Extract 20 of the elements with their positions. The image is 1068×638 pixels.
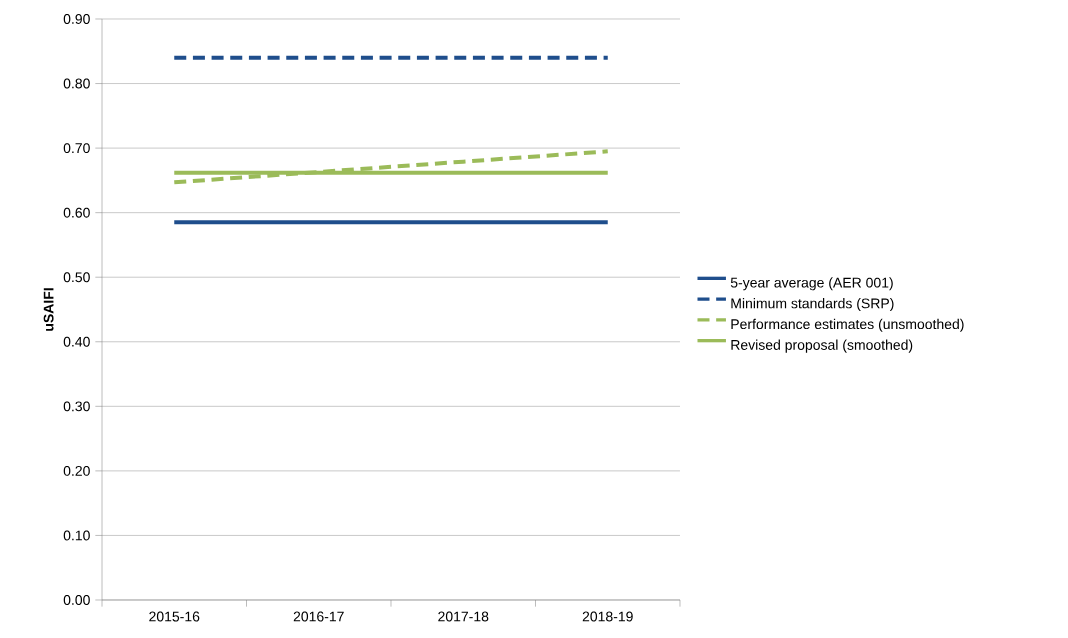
y-tick-label: 0.50	[63, 272, 90, 283]
y-tick-label: 0.90	[63, 14, 90, 24]
y-tick-label: 0.60	[63, 207, 90, 218]
legend-label: 5-year average (AER 001)	[730, 277, 893, 291]
y-tick-label: 0.10	[63, 530, 90, 541]
x-tick-label: 2016-17	[293, 611, 344, 622]
y-tick-label: 0.40	[63, 336, 90, 347]
legend-label: Performance estimates (unsmoothed)	[731, 318, 964, 332]
x-tick-label: 2015-16	[149, 611, 200, 622]
x-tick-label: 2018-19	[582, 611, 633, 622]
y-tick-label: 0.00	[63, 595, 90, 605]
legend-label: Minimum standards (SRP)	[731, 298, 894, 312]
y-axis-title: uSAIFI	[43, 288, 54, 331]
y-tick-label: 0.80	[63, 78, 90, 89]
y-tick-label: 0.30	[63, 401, 90, 412]
legend-label: Revised proposal (smoothed)	[731, 339, 913, 353]
x-tick-label: 2017-18	[438, 611, 489, 622]
y-tick-label: 0.20	[63, 465, 90, 476]
y-tick-label: 0.70	[63, 143, 90, 154]
line-series	[172, 149, 610, 185]
